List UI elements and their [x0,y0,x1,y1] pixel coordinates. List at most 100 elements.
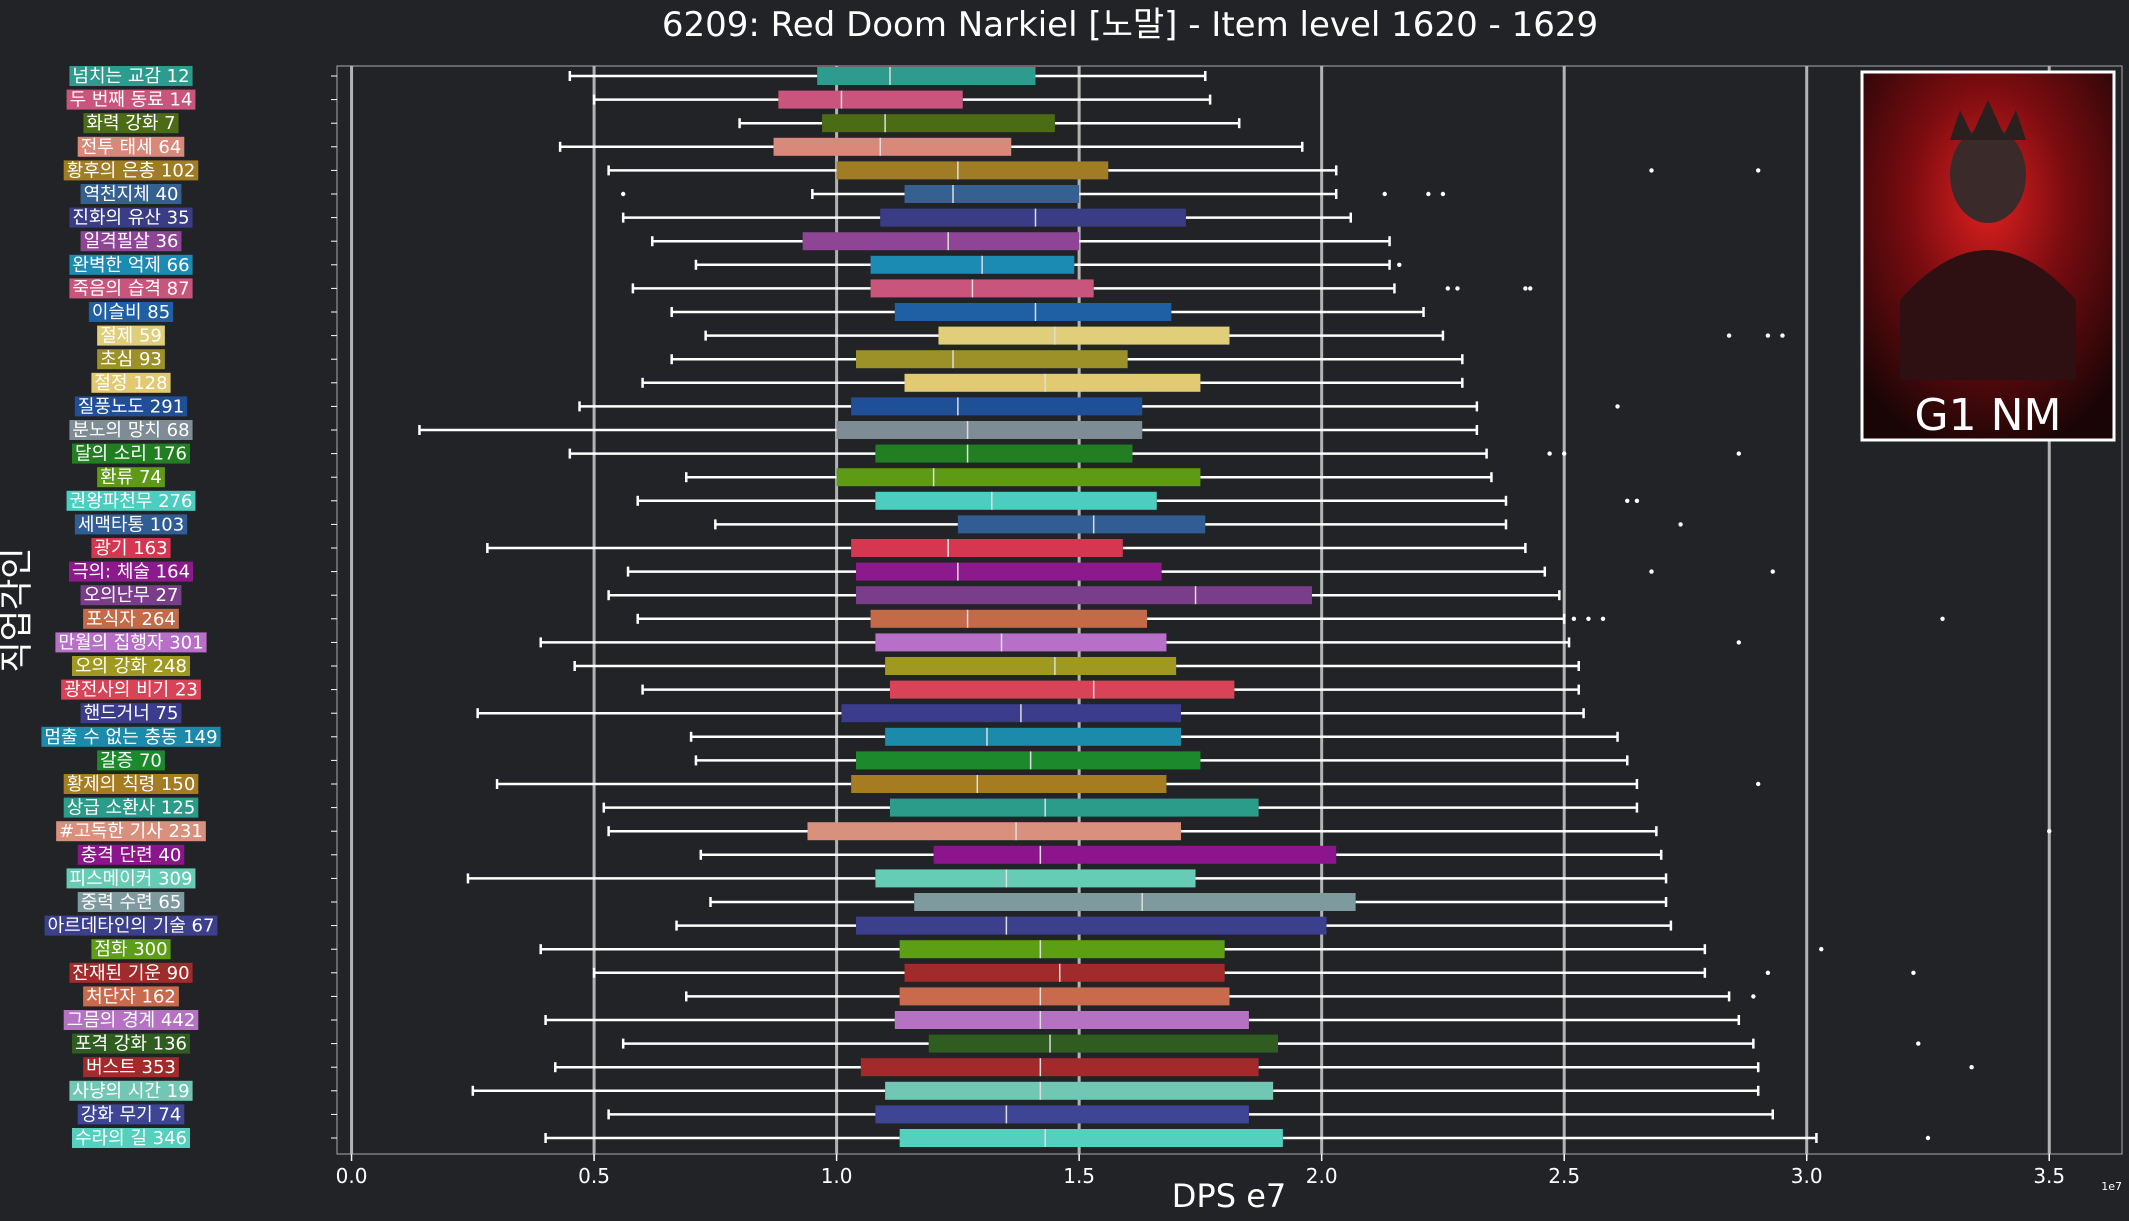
box-row [592,963,1916,982]
box-iqr [802,232,1080,251]
outlier-point [1382,191,1387,197]
category-label-text: 절정 128 [94,373,167,394]
box-row [539,633,1742,652]
boss-portrait-badge: G1 NM [1860,70,2116,442]
box-iqr [889,798,1259,817]
category-label-bg [91,538,171,558]
category-label-bg [61,679,201,700]
category-label-text: 달의 소리 176 [75,444,187,465]
outlier-point [1634,498,1640,503]
category-label: #고독한 기사 231 [56,821,206,842]
category-label-bg [77,892,185,912]
category-label-text: 질풍노도 291 [78,396,184,417]
category-label-bg [97,349,165,370]
category-label-text: 그믐의 경계 442 [67,1010,196,1031]
category-label-bg [71,443,191,464]
box-iqr [822,114,1055,133]
box-iqr [899,1129,1283,1147]
box-row [568,444,1742,463]
category-label-bg [66,868,196,889]
box-series [418,67,2052,1147]
category-label-text: 포식자 264 [86,609,176,630]
outlier-point [1678,522,1683,527]
x-tick-label: 1.0 [821,1164,853,1188]
outlier-point [1440,191,1446,197]
y-axis-label: 직업각인 [0,547,37,672]
category-label-text: 광기 163 [94,538,167,559]
outlier-point [1751,994,1756,999]
category-label-bg [66,89,196,110]
x-axis-label: DPS e7 [1172,1177,1286,1215]
category-label: 점화 300 [91,939,171,960]
box-iqr [875,444,1133,463]
category-label-bg [66,490,196,511]
box-iqr [904,185,1080,203]
outlier-point [1756,781,1761,787]
category-label-text: 극의: 체술 164 [72,562,190,583]
box-row [544,1011,1741,1029]
box-row [675,916,1673,935]
category-label: 포격 강화 136 [71,1033,191,1055]
box-row [418,421,1479,439]
box-iqr [880,208,1186,227]
box-row [495,775,1761,793]
outlier-point [1426,191,1431,197]
category-label-bg [83,1057,179,1078]
category-label-bg [91,372,171,393]
category-label: 분노의 망치 68 [69,420,193,441]
category-label-text: 잔재된 기운 90 [72,963,189,984]
category-label-text: 절제 59 [100,326,162,347]
category-label-text: 황후의 은총 102 [67,160,196,181]
category-label-bg [69,278,193,299]
x-tick-label: 1.5 [1063,1164,1095,1188]
category-label: 일격필살 36 [80,231,182,252]
box-iqr [933,845,1337,864]
category-label-bg [63,797,199,818]
boss-head-shape [1950,127,2026,223]
category-label-bg [69,420,193,440]
box-row [694,255,1402,274]
category-label: 전투 태세 64 [77,136,185,158]
box-iqr [856,916,1327,935]
box-iqr [773,137,1012,156]
category-label: 환류 74 [97,467,165,488]
category-label-bg [77,1104,185,1125]
outlier-point [1523,286,1528,291]
category-label: 잔재된 기운 90 [69,962,193,984]
category-label-text: 넘치는 교감 12 [72,66,189,87]
category-label-bg [80,703,182,724]
category-label-bg [71,1128,191,1148]
category-label-text: 점화 300 [94,939,167,960]
box-row [738,114,1241,133]
category-label-text: 광전사의 비기 23 [64,680,198,701]
outlier-point [1916,1041,1921,1046]
category-label-bg [91,939,171,960]
box-iqr [856,586,1312,605]
box-row [558,137,1304,156]
box-iqr [841,704,1181,723]
category-label-bg [44,915,218,936]
outlier-point [1571,616,1577,621]
category-label: 세맥타통 103 [74,514,188,535]
outlier-point [1780,333,1785,338]
box-row [684,468,1493,487]
category-label: 멈출 수 없는 충동 149 [41,726,221,748]
category-label-bg [80,585,182,606]
box-iqr [836,421,1143,439]
box-row [709,893,1668,911]
category-label: 수라의 길 346 [71,1128,191,1149]
box-iqr [885,727,1181,746]
box-row [471,1081,1760,1100]
category-label-bg [83,986,179,1007]
box-row [578,397,1620,416]
outlier-point [1736,451,1742,456]
outlier-point [1765,333,1771,338]
category-label-text: 만월의 집행자 301 [58,632,203,653]
category-label-text: 분노의 망치 68 [72,420,189,441]
outlier-point [620,191,626,197]
category-label: 사냥의 시간 19 [69,1080,193,1102]
chart-title: 6209: Red Doom Narkiel [노말] - Item level… [662,5,1598,45]
box-row [607,586,1561,605]
box-row [486,539,1527,557]
category-label: 권왕파천무 276 [66,490,196,512]
